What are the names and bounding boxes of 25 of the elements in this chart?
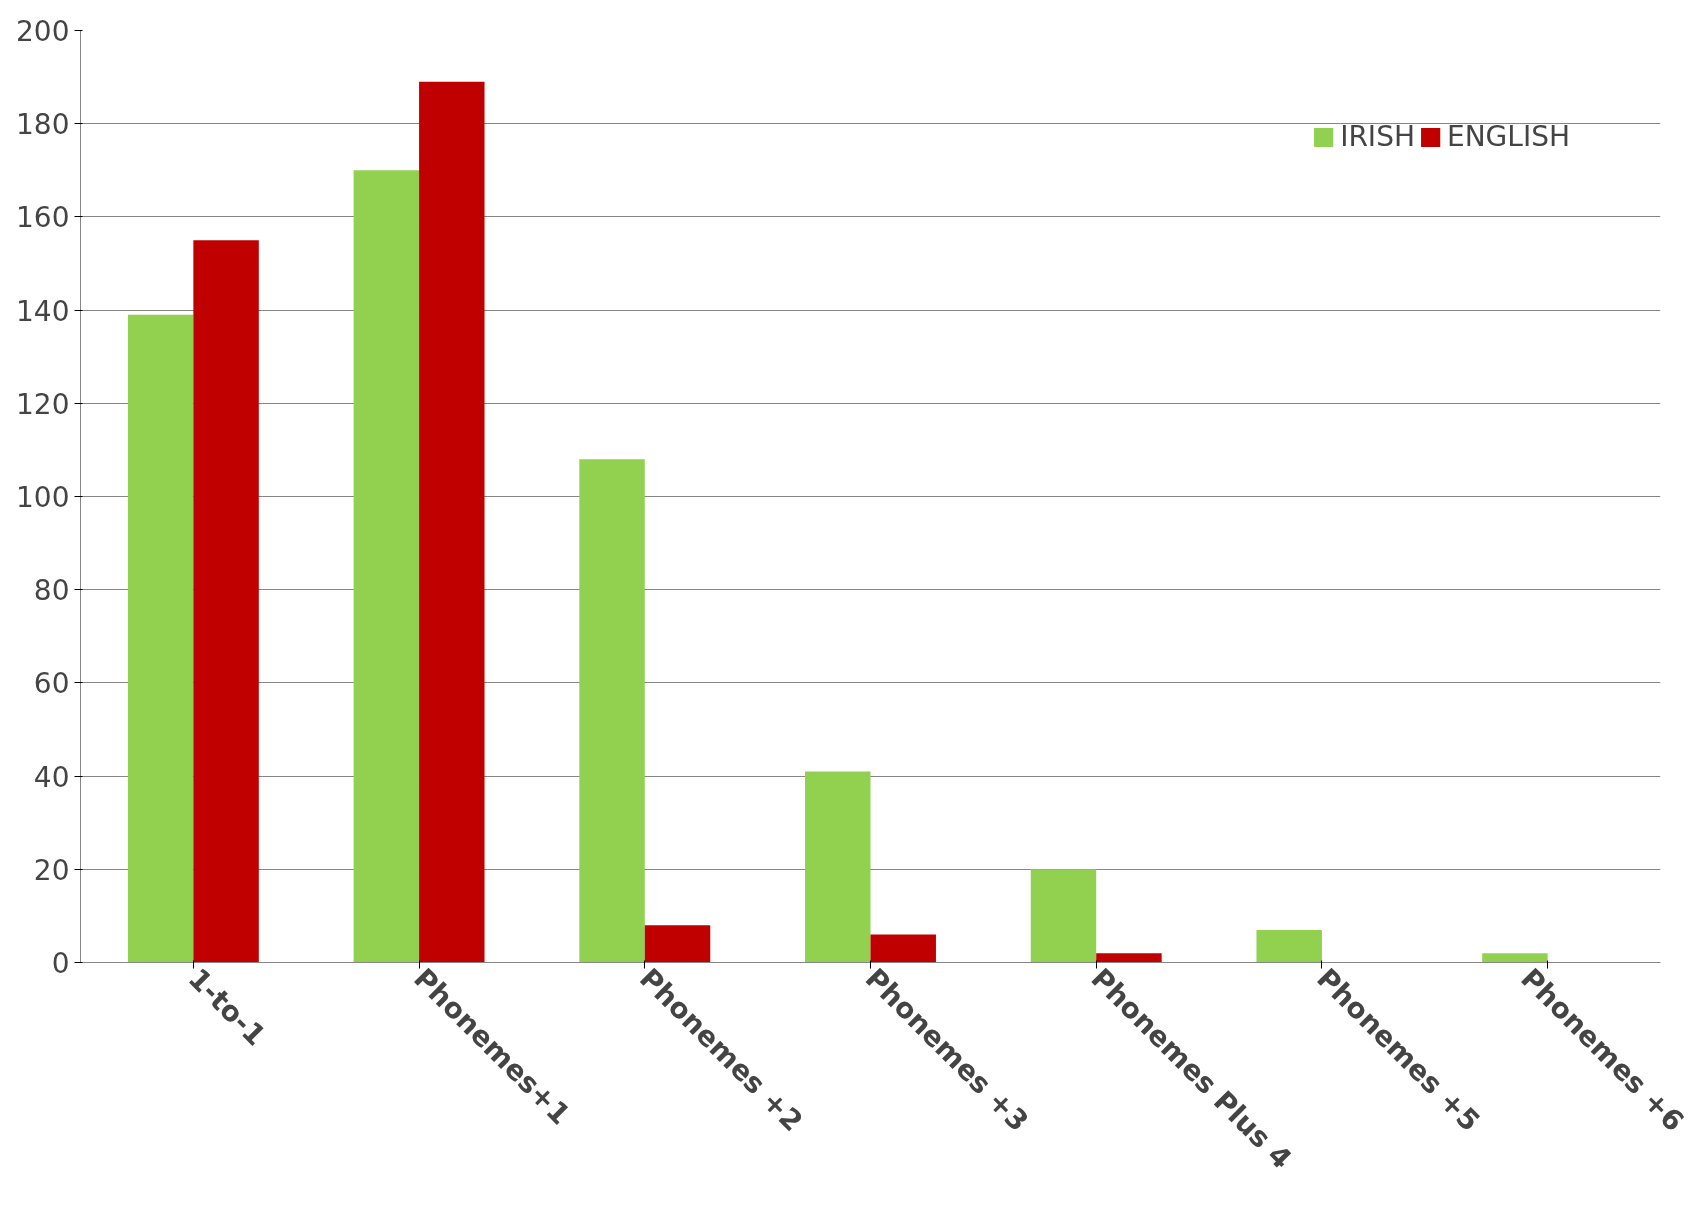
y-tick-label: 60 xyxy=(33,667,70,701)
bar xyxy=(193,240,259,963)
bar xyxy=(353,170,420,963)
bar xyxy=(127,314,194,963)
y-tick-label: 80 xyxy=(33,574,70,608)
y-tick-label: 180 xyxy=(16,108,70,142)
legend-label: ENGLISH xyxy=(1446,120,1570,153)
bar xyxy=(644,925,711,963)
y-tick-label: 0 xyxy=(51,947,70,980)
bar xyxy=(1256,929,1322,963)
bar xyxy=(1096,953,1162,963)
y-tick-label: 100 xyxy=(16,481,70,514)
bar xyxy=(1030,869,1097,963)
y-tick-label: 20 xyxy=(33,853,70,887)
bar xyxy=(805,771,871,963)
bar xyxy=(579,459,645,963)
y-tick-label: 140 xyxy=(16,294,70,328)
bar xyxy=(1482,953,1548,963)
bar xyxy=(419,81,485,963)
y-tick-label: 160 xyxy=(16,201,70,235)
legend-label: IRISH xyxy=(1340,120,1415,153)
y-tick-label: 120 xyxy=(16,387,70,421)
y-tick-label: 200 xyxy=(16,15,70,48)
y-tick-label: 40 xyxy=(33,760,70,794)
bar xyxy=(870,934,936,963)
